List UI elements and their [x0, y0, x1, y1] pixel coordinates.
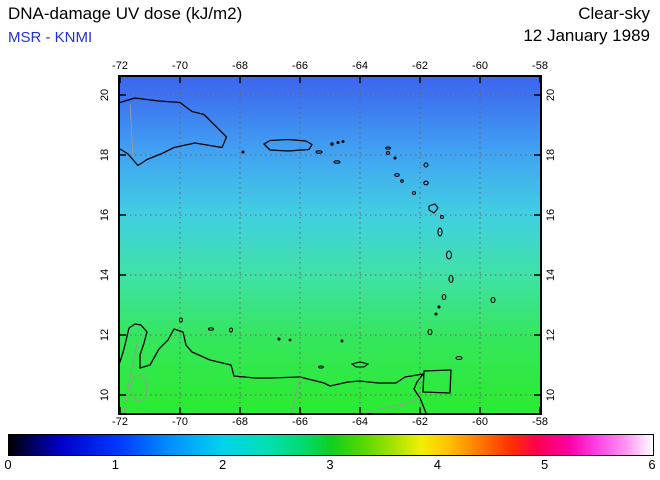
st-lucia-island — [448, 274, 454, 284]
st-barth-island — [393, 156, 397, 160]
lat-axis-right: 20 18 16 14 12 10 — [541, 85, 561, 405]
colombia-venezuela-border — [123, 338, 139, 413]
colorbar-tick-label: 1 — [111, 457, 119, 472]
country-borders — [123, 103, 421, 413]
lon-tick-label: -64 — [352, 416, 368, 428]
small-islands — [178, 139, 496, 369]
lon-tick-label: -60 — [472, 60, 488, 72]
lat-tick-label: 20 — [545, 88, 557, 102]
source-label: MSR - KNMI — [8, 29, 93, 46]
curacao-island — [207, 327, 215, 331]
lon-tick-label: -68 — [232, 60, 248, 72]
la-tortuga-island — [317, 365, 325, 369]
lon-tick-label: -62 — [412, 416, 428, 428]
colorbar-tick-label: 2 — [219, 457, 227, 472]
la-orchila-island — [288, 338, 292, 342]
lon-tick-label: -60 — [472, 416, 488, 428]
mona-island — [241, 150, 245, 154]
marie-galante-island — [439, 214, 445, 220]
tortola-island — [336, 140, 340, 145]
lat-tick-label: 18 — [99, 148, 111, 162]
la-blanquilla-island — [340, 339, 344, 343]
st-martin-island — [385, 150, 391, 156]
grenadines-island-2 — [434, 312, 438, 316]
lon-tick-label: -58 — [532, 60, 548, 72]
lat-tick-label: 16 — [99, 208, 111, 222]
st-vincent-island — [441, 293, 447, 301]
lon-tick-label: -62 — [412, 60, 428, 72]
venezuela-river — [290, 376, 301, 413]
colorbar-axis: 0 1 2 3 4 5 6 — [0, 457, 660, 472]
lon-tick-label: -66 — [292, 416, 308, 428]
lon-tick-label: -68 — [232, 416, 248, 428]
lake-maracaibo — [130, 374, 148, 402]
lon-axis-top: -72 -70 -68 -66 -64 -62 -60 -58 — [100, 60, 560, 72]
st-croix-island — [333, 160, 341, 164]
date-label: 12 January 1989 — [523, 26, 650, 45]
colorbar-tick-label: 6 — [648, 457, 656, 472]
lon-tick-label: -70 — [172, 60, 188, 72]
st-thomas-island — [330, 142, 334, 146]
lat-tick-label: 16 — [545, 208, 557, 222]
colorbar-gradient — [8, 434, 654, 456]
lon-tick-label: -70 — [172, 416, 188, 428]
guadeloupe-island — [428, 203, 439, 214]
barbuda-island — [423, 162, 429, 168]
barbados-island — [490, 296, 496, 304]
los-roques-island — [277, 337, 281, 341]
anguilla-island — [384, 146, 392, 150]
colorbar-tick-label: 5 — [541, 457, 549, 472]
trinidad-coast — [422, 369, 452, 394]
lon-tick-label: -58 — [532, 416, 548, 428]
tobago-island — [455, 355, 463, 361]
lat-tick-label: 12 — [545, 328, 557, 342]
margarita-island — [350, 361, 370, 368]
lon-tick-label: -66 — [292, 60, 308, 72]
orinoco-river — [365, 397, 421, 413]
puerto-rico-coast — [263, 138, 313, 152]
map-plot — [118, 75, 542, 415]
aruba-island — [178, 317, 184, 323]
lon-axis-bottom: -72 -70 -68 -66 -64 -62 -60 -58 — [100, 416, 560, 428]
grenadines-island-1 — [437, 305, 441, 309]
virgin-gorda-island — [341, 139, 345, 144]
coastlines — [120, 97, 452, 413]
dominica-island — [437, 227, 443, 237]
colorbar-tick-label: 3 — [326, 457, 334, 472]
lon-tick-label: -64 — [352, 60, 368, 72]
map-overlay — [120, 77, 540, 413]
lat-tick-label: 14 — [545, 268, 557, 282]
grid-lines — [120, 77, 540, 413]
lat-axis-left: 20 18 16 14 12 10 — [95, 85, 115, 405]
haiti-dr-border — [129, 103, 134, 156]
antigua-island — [423, 180, 429, 186]
hispaniola-coast — [120, 97, 228, 167]
lat-tick-label: 10 — [99, 388, 111, 402]
montserrat-island — [411, 190, 417, 196]
bonaire-island — [228, 327, 234, 333]
axis-tick-marks — [120, 77, 540, 413]
colorbar-tick-label: 4 — [433, 457, 441, 472]
south-america-coast — [120, 323, 427, 413]
colorbar-tick-label: 0 — [4, 457, 12, 472]
page-title: DNA-damage UV dose (kJ/m2) — [8, 4, 243, 23]
lat-tick-label: 12 — [99, 328, 111, 342]
lon-tick-label: -72 — [112, 416, 128, 428]
grenada-island — [427, 328, 433, 336]
condition-label: Clear-sky — [578, 4, 650, 23]
lat-tick-label: 18 — [545, 148, 557, 162]
lat-tick-label: 10 — [545, 388, 557, 402]
lat-tick-label: 20 — [99, 88, 111, 102]
martinique-island — [445, 250, 453, 260]
st-kitts-island — [394, 173, 400, 177]
lon-tick-label: -72 — [112, 60, 128, 72]
lat-tick-label: 14 — [99, 268, 111, 282]
vieques-island — [315, 150, 323, 154]
nevis-island — [400, 179, 404, 183]
